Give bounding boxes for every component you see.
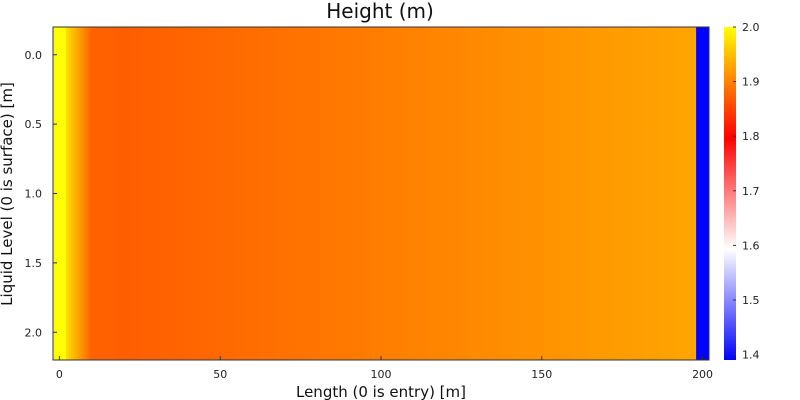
y-tick-label: 0.0 <box>25 49 43 62</box>
x-tick-label: 150 <box>531 368 552 381</box>
heatmap-blocks <box>53 27 709 360</box>
x-tick-label: 200 <box>692 368 713 381</box>
x-axis-title: Length (0 is entry) [m] <box>296 383 466 400</box>
colorbar-tick-label: 1.6 <box>742 239 760 252</box>
colorbar-tick-label: 1.5 <box>742 294 760 307</box>
y-tick-label: 1.0 <box>25 188 43 201</box>
colorbar-tick-label: 1.4 <box>742 349 760 362</box>
colorbar-tick-label: 1.8 <box>742 130 760 143</box>
colorbar-tick-label: 1.9 <box>742 76 760 89</box>
plot-area <box>52 26 710 361</box>
x-axis: 0 50 100 150 200 <box>56 356 713 381</box>
x-tick-label: 0 <box>56 368 63 381</box>
colorbar-tick-label: 2.0 <box>742 21 760 34</box>
chart-title: Height (m) <box>326 0 434 23</box>
colorbar-tick-label: 1.7 <box>742 185 760 198</box>
y-axis-title: Liquid Level (0 is surface) [m] <box>0 82 16 306</box>
y-axis: 0.0 0.5 1.0 1.5 2.0 <box>25 49 57 339</box>
heatmap-field <box>53 27 709 360</box>
colorbar-ticks: 1.4 1.5 1.6 1.7 1.8 1.9 2.0 <box>733 21 760 362</box>
x-tick-label: 50 <box>213 368 227 381</box>
y-tick-label: 1.5 <box>25 257 43 270</box>
x-tick-label: 100 <box>371 368 392 381</box>
heatmap-block-1 <box>696 27 709 360</box>
y-tick-label: 0.5 <box>25 118 43 131</box>
colorbar: 1.4 1.5 1.6 1.7 1.8 1.9 2.0 <box>724 21 760 362</box>
heatmap-block-0 <box>53 27 66 360</box>
colorbar-gradient-bar <box>724 27 736 360</box>
y-tick-label: 2.0 <box>25 326 43 339</box>
